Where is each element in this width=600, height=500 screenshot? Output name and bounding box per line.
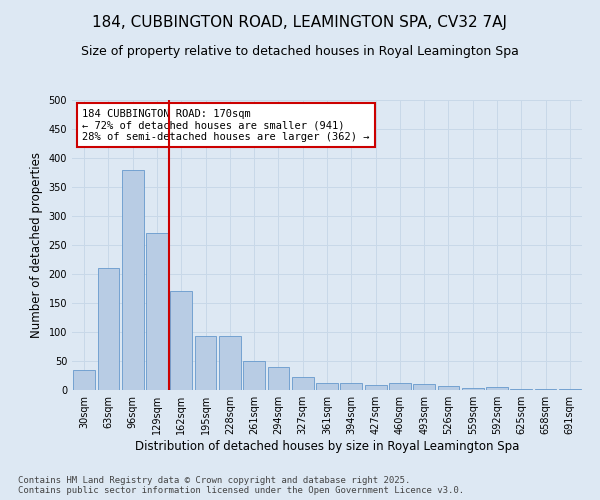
Bar	[340, 383, 362, 390]
Bar	[316, 383, 338, 390]
Bar	[97, 268, 119, 390]
Bar	[194, 336, 217, 390]
Bar	[268, 367, 289, 390]
X-axis label: Distribution of detached houses by size in Royal Leamington Spa: Distribution of detached houses by size …	[135, 440, 519, 453]
Text: 184, CUBBINGTON ROAD, LEAMINGTON SPA, CV32 7AJ: 184, CUBBINGTON ROAD, LEAMINGTON SPA, CV…	[92, 15, 508, 30]
Bar	[559, 389, 581, 390]
Bar	[413, 384, 435, 390]
Bar	[292, 376, 314, 390]
Bar	[389, 383, 411, 390]
Bar	[437, 386, 460, 390]
Y-axis label: Number of detached properties: Number of detached properties	[30, 152, 43, 338]
Bar	[73, 370, 95, 390]
Bar	[243, 361, 265, 390]
Bar	[219, 336, 241, 390]
Text: Contains HM Land Registry data © Crown copyright and database right 2025.
Contai: Contains HM Land Registry data © Crown c…	[18, 476, 464, 495]
Text: 184 CUBBINGTON ROAD: 170sqm
← 72% of detached houses are smaller (941)
28% of se: 184 CUBBINGTON ROAD: 170sqm ← 72% of det…	[82, 108, 370, 142]
Bar	[462, 388, 484, 390]
Text: Size of property relative to detached houses in Royal Leamington Spa: Size of property relative to detached ho…	[81, 45, 519, 58]
Bar	[365, 386, 386, 390]
Bar	[122, 170, 143, 390]
Bar	[170, 292, 192, 390]
Bar	[486, 387, 508, 390]
Bar	[146, 234, 168, 390]
